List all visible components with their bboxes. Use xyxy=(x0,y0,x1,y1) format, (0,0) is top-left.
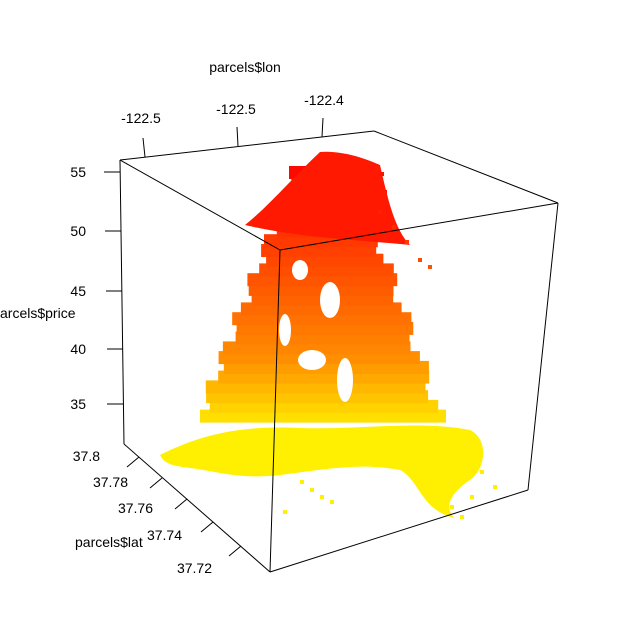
x-axis: -122.5 -122.5 -122.4 parcels$lon xyxy=(121,59,344,158)
scatter-point xyxy=(392,225,396,229)
y-tick-mark xyxy=(126,456,140,468)
box-edge-top-back xyxy=(119,130,375,161)
z-tick-label: 35 xyxy=(70,396,86,412)
scatter-point xyxy=(480,470,484,474)
scatter-point xyxy=(310,488,314,492)
x-tick-label: -122.5 xyxy=(216,101,256,117)
scatter-point xyxy=(450,505,454,509)
scatter-point xyxy=(330,500,334,504)
y-tick-mark xyxy=(174,498,188,510)
z-tick-label: 45 xyxy=(70,283,86,299)
surface-strip xyxy=(247,273,398,287)
y-tick-label: 37.8 xyxy=(73,448,100,464)
surface-gap xyxy=(337,358,353,402)
z-axis-title: arcels$price xyxy=(0,305,76,321)
surface-strip xyxy=(223,360,429,374)
scatter-point xyxy=(405,240,409,244)
box-edge-bottom-left xyxy=(123,443,271,573)
z-axis: 55 50 45 40 35 arcels$price xyxy=(0,164,123,412)
y-tick-label: 37.74 xyxy=(147,527,182,543)
box-edge-top-right xyxy=(373,130,559,204)
box-edge-top-left xyxy=(119,159,281,251)
z-tick-label: 50 xyxy=(70,223,86,239)
plot-box-front xyxy=(119,159,559,573)
scatter-point xyxy=(428,265,432,269)
plot-box-back xyxy=(119,130,559,573)
surface-gap xyxy=(320,282,340,318)
y-axis-title: parcels$lat xyxy=(75,534,143,550)
y-axis: 37.8 37.78 37.76 37.74 37.72 parcels$lat xyxy=(73,448,242,576)
surface-strip xyxy=(209,399,439,413)
scatter-point xyxy=(320,495,324,499)
box-edge-top-front xyxy=(279,202,559,251)
x-axis-title: parcels$lon xyxy=(209,59,281,75)
surface-strip xyxy=(261,244,377,257)
box-edge-right-vertical xyxy=(527,202,559,491)
box-edge-bottom-front xyxy=(269,489,529,573)
x-tick-label: -122.4 xyxy=(304,92,344,108)
scatter-point xyxy=(300,480,304,484)
y-tick-mark xyxy=(200,521,214,533)
scatter-point xyxy=(283,510,287,514)
scatter-point xyxy=(380,172,384,176)
box-edge-left-vertical xyxy=(119,159,125,445)
scatter-point xyxy=(460,515,464,519)
x-tick-mark xyxy=(236,126,239,147)
surface-summit xyxy=(245,151,410,245)
surface-strip xyxy=(222,341,411,355)
y-tick-label: 37.78 xyxy=(93,474,128,490)
surface-strip xyxy=(232,312,412,326)
z-tick-label: 55 xyxy=(70,164,86,180)
z-tick-label: 40 xyxy=(70,341,86,357)
surface-gap xyxy=(292,260,308,280)
surface-gap xyxy=(298,350,326,370)
scatter-point xyxy=(383,190,387,194)
price-surface xyxy=(160,151,497,519)
y-tick-label: 37.72 xyxy=(177,560,212,576)
scatter-point xyxy=(378,210,382,214)
y-tick-label: 37.76 xyxy=(118,500,153,516)
scatter-point xyxy=(493,485,497,489)
surface-gap xyxy=(279,314,291,346)
box-edge-front-vertical xyxy=(269,249,281,573)
x-tick-mark xyxy=(142,137,146,158)
surface-base-band xyxy=(160,425,484,518)
surface-strip xyxy=(205,380,426,394)
y-tick-mark xyxy=(149,477,163,489)
y-tick-mark xyxy=(228,545,242,557)
scatter-point xyxy=(418,258,422,262)
x-tick-label: -122.5 xyxy=(121,110,161,126)
scatter-point xyxy=(470,495,474,499)
x-tick-mark xyxy=(321,117,324,138)
